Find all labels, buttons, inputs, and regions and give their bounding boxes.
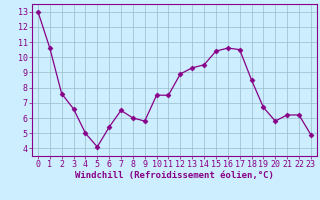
X-axis label: Windchill (Refroidissement éolien,°C): Windchill (Refroidissement éolien,°C) xyxy=(75,171,274,180)
